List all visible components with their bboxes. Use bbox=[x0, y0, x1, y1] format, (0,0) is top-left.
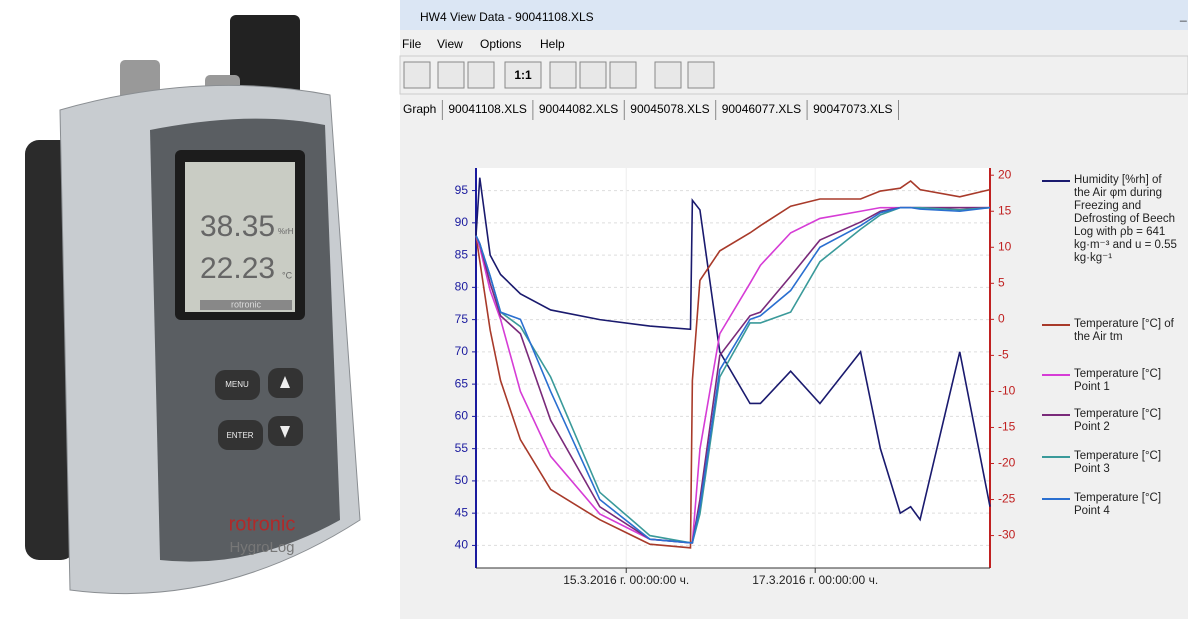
tab[interactable]: 90047073.XLS bbox=[813, 102, 892, 116]
first-button[interactable] bbox=[655, 62, 681, 88]
legend-button[interactable] bbox=[610, 62, 636, 88]
legend-label: Temperature [°C] Point 3 bbox=[1074, 450, 1185, 476]
tab[interactable]: Graph bbox=[403, 102, 436, 116]
y2-tick-label: -5 bbox=[998, 348, 1009, 362]
legend-label: Temperature [°C] Point 1 bbox=[1074, 368, 1185, 394]
legend-item: Humidity [%rh] of the Air φm during Free… bbox=[1040, 174, 1185, 265]
x-tick-label: 15.3.2016 г. 00:00:00 ч. bbox=[563, 573, 689, 587]
minimize[interactable]: _ bbox=[1179, 8, 1187, 22]
legend-label: Temperature [°C] Point 2 bbox=[1074, 408, 1185, 434]
legend-item: Temperature [°C] of the Air tm bbox=[1040, 318, 1185, 344]
y2-tick-label: -10 bbox=[998, 384, 1016, 398]
model: HygroLog bbox=[229, 539, 294, 556]
select-button[interactable] bbox=[550, 62, 576, 88]
toolbar-buttons bbox=[404, 62, 714, 88]
window-title: HW4 View Data - 90041108.XLS bbox=[420, 10, 594, 24]
y2-tick-label: -25 bbox=[998, 492, 1016, 506]
forward-button[interactable] bbox=[468, 62, 494, 88]
y2-tick-label: -15 bbox=[998, 420, 1016, 434]
button-label: ENTER bbox=[226, 431, 253, 440]
legend-item: Temperature [°C] Point 2 bbox=[1040, 408, 1185, 434]
y-tick-label: 80 bbox=[455, 280, 469, 294]
y2-tick-label: 20 bbox=[998, 167, 1012, 181]
legend-swatch bbox=[1042, 374, 1070, 376]
y-tick-label: 90 bbox=[455, 215, 469, 229]
y-tick-label: 45 bbox=[455, 505, 469, 519]
unit: °C bbox=[282, 270, 293, 280]
tab[interactable]: 90045078.XLS bbox=[630, 102, 709, 116]
legend-swatch bbox=[1042, 498, 1070, 500]
unit: %rH bbox=[278, 227, 294, 236]
zoom-label: 1:1 bbox=[514, 68, 532, 82]
reading: 38.35 bbox=[200, 210, 275, 243]
y2-tick-label: 5 bbox=[998, 275, 1005, 289]
y2-tick-label: -20 bbox=[998, 456, 1016, 470]
legend-swatch bbox=[1042, 180, 1070, 182]
reading: 22.23 bbox=[200, 252, 275, 285]
legend-swatch bbox=[1042, 456, 1070, 458]
y-tick-label: 50 bbox=[455, 473, 469, 487]
y-tick-label: 95 bbox=[455, 183, 469, 197]
y-tick-label: 85 bbox=[455, 247, 469, 261]
print-button[interactable] bbox=[404, 62, 430, 88]
menu-item[interactable]: Options bbox=[480, 37, 521, 51]
legend-swatch bbox=[1042, 324, 1070, 326]
canvas: 38.35 %rH 22.23 °C rotronic MENU ENTER r… bbox=[0, 0, 1188, 619]
menu-item[interactable]: File bbox=[402, 37, 422, 51]
y-tick-label: 60 bbox=[455, 409, 469, 423]
y2-tick-label: 10 bbox=[998, 239, 1012, 253]
tab[interactable]: 90046077.XLS bbox=[722, 102, 801, 116]
menu-item[interactable]: View bbox=[437, 37, 463, 51]
brand: rotronic bbox=[229, 513, 296, 535]
back-button[interactable] bbox=[438, 62, 464, 88]
y-tick-label: 55 bbox=[455, 441, 469, 455]
last-button[interactable] bbox=[688, 62, 714, 88]
sensor-head bbox=[230, 15, 300, 95]
page: 38.35 %rH 22.23 °C rotronic MENU ENTER r… bbox=[0, 0, 1188, 619]
legend-item: Temperature [°C] Point 4 bbox=[1040, 492, 1185, 518]
y-tick-label: 75 bbox=[455, 312, 469, 326]
legend-label: Temperature [°C] of the Air tm bbox=[1074, 318, 1185, 344]
button-label: MENU bbox=[225, 380, 249, 389]
y2-tick-label: 15 bbox=[998, 203, 1012, 217]
legend-swatch bbox=[1042, 414, 1070, 416]
tab[interactable]: 90041108.XLS bbox=[448, 102, 527, 116]
y-tick-label: 70 bbox=[455, 344, 469, 358]
display-brand: rotronic bbox=[231, 299, 262, 309]
y2-tick-label: 0 bbox=[998, 312, 1005, 326]
tab[interactable]: 90044082.XLS bbox=[539, 102, 618, 116]
y2-tick-label: -30 bbox=[998, 528, 1016, 542]
legend-label: Temperature [°C] Point 4 bbox=[1074, 492, 1185, 518]
legend-item: Temperature [°C] Point 3 bbox=[1040, 450, 1185, 476]
plot-area bbox=[476, 168, 990, 568]
legend-label: Humidity [%rh] of the Air φm during Free… bbox=[1074, 174, 1180, 265]
menu-item[interactable]: Help bbox=[540, 37, 565, 51]
device: 38.35 %rH 22.23 °C rotronic MENU ENTER r… bbox=[25, 15, 360, 594]
y-tick-label: 65 bbox=[455, 376, 469, 390]
legend-item: Temperature [°C] Point 1 bbox=[1040, 368, 1185, 394]
x-tick-label: 17.3.2016 г. 00:00:00 ч. bbox=[752, 573, 878, 587]
zoom-button[interactable] bbox=[580, 62, 606, 88]
y-tick-label: 40 bbox=[455, 538, 469, 552]
